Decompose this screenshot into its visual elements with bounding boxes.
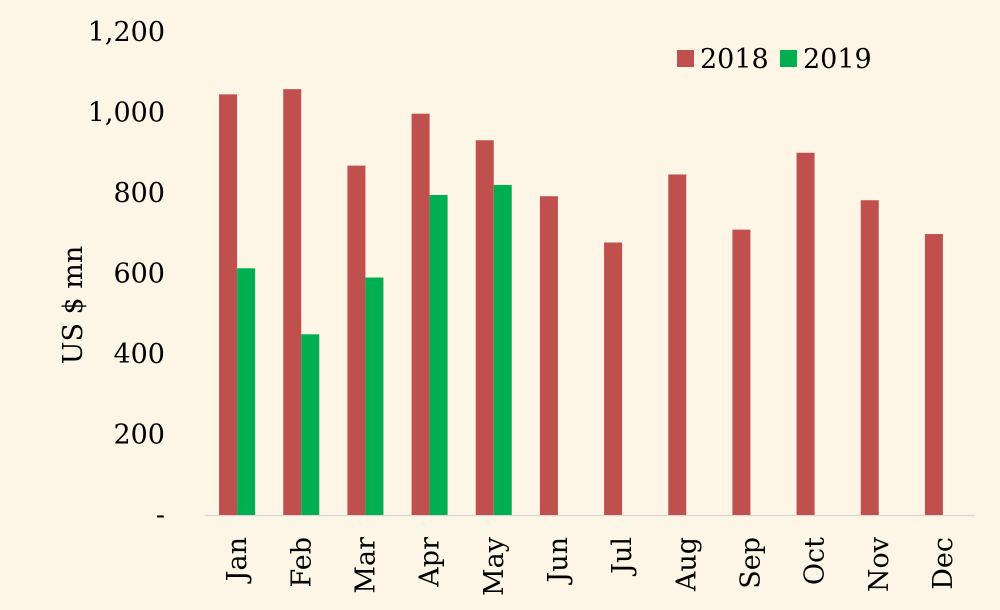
y-axis-title: US $ mn bbox=[58, 246, 89, 365]
y-tick-label: 800 bbox=[113, 178, 165, 209]
x-tick-label: May bbox=[479, 536, 510, 596]
y-tick-label: 400 bbox=[113, 339, 165, 370]
bar-2018-oct bbox=[796, 152, 815, 515]
x-tick-label: Jan bbox=[222, 537, 253, 584]
x-tick-label: Jun bbox=[543, 537, 574, 586]
legend-swatch-2018 bbox=[677, 50, 694, 67]
bar-2018-jun bbox=[539, 196, 558, 515]
legend-swatch-2019 bbox=[780, 50, 797, 67]
bar-2018-may bbox=[475, 140, 494, 515]
x-tick-label: Aug bbox=[671, 537, 702, 592]
x-tick-label: Nov bbox=[864, 536, 895, 592]
y-axis-ticks: - 200 400 600 800 1,000 1,200 bbox=[88, 17, 165, 531]
bar-2018-mar bbox=[347, 165, 366, 515]
x-tick-label: Feb bbox=[286, 537, 317, 588]
x-tick-label: Jul bbox=[607, 537, 638, 577]
x-tick-label: Mar bbox=[350, 537, 381, 594]
bar-2018-sep bbox=[732, 229, 751, 515]
bar-2018-dec bbox=[924, 234, 943, 515]
legend-label-2018: 2018 bbox=[700, 44, 769, 75]
y-tick-label: 200 bbox=[113, 420, 165, 451]
bar-2018-jul bbox=[604, 242, 623, 515]
x-tick-label: Sep bbox=[735, 537, 766, 589]
y-tick-label: 1,200 bbox=[88, 17, 165, 48]
x-tick-label: Oct bbox=[800, 537, 831, 585]
legend: 2018 2019 bbox=[677, 44, 872, 75]
bar-2019-mar bbox=[365, 277, 384, 515]
y-tick-label: 1,000 bbox=[88, 98, 165, 129]
bar-2018-nov bbox=[860, 200, 879, 515]
bar-2019-jan bbox=[237, 268, 256, 515]
bar-2019-may bbox=[493, 184, 512, 515]
bars bbox=[219, 89, 943, 516]
x-axis-ticks: Jan Feb Mar Apr May Jun Jul Aug Sep Oct Nov Dec bbox=[222, 536, 959, 596]
bar-2018-apr bbox=[411, 113, 430, 516]
y-tick-label: - bbox=[156, 500, 165, 531]
x-tick-label: Dec bbox=[928, 537, 959, 590]
bar-2018-feb bbox=[283, 89, 302, 515]
legend-label-2019: 2019 bbox=[803, 44, 872, 75]
bar-2019-apr bbox=[429, 195, 448, 515]
bar-2018-aug bbox=[668, 174, 687, 516]
y-tick-label: 600 bbox=[113, 259, 165, 290]
x-tick-label: Apr bbox=[415, 537, 446, 588]
bar-2019-feb bbox=[301, 334, 320, 515]
bar-2018-jan bbox=[219, 94, 238, 515]
